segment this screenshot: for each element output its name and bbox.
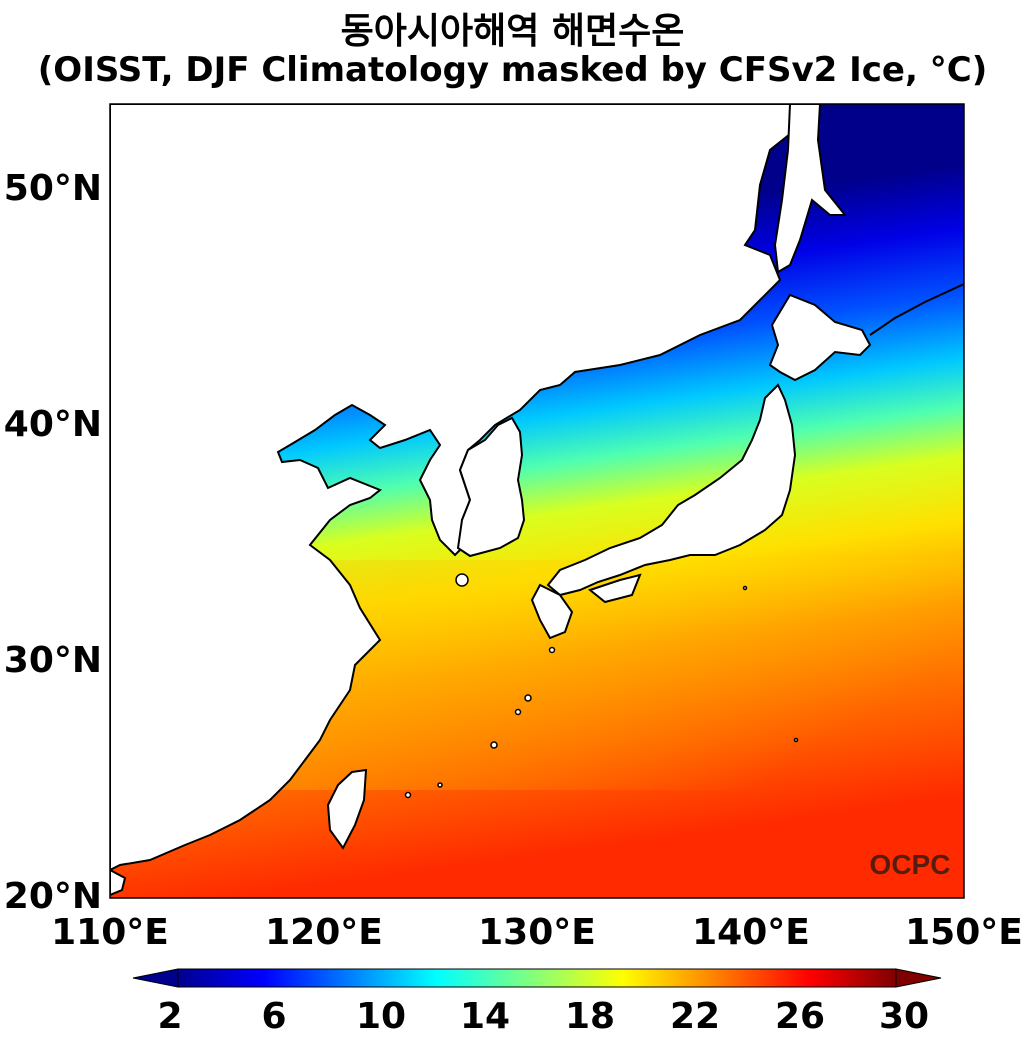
shikoku — [587, 573, 642, 604]
map-title: 동아시아해역 해면수온 — [340, 11, 685, 52]
y-tick-label: 40°N — [3, 404, 102, 445]
x-tick-label: 140°E — [692, 912, 810, 953]
hokkaido — [768, 293, 872, 382]
colorbar — [132, 968, 942, 988]
colorbar-tick-label: 26 — [774, 996, 826, 1037]
map-frame — [109, 103, 965, 899]
kuril-islands — [869, 283, 964, 336]
colorbar-tick-label: 30 — [878, 996, 930, 1037]
colorbar-tick-label: 10 — [355, 996, 407, 1037]
colorbar-tick-label: 22 — [669, 996, 721, 1037]
x-tick-label: 150°E — [905, 912, 1023, 953]
sakhalin — [773, 104, 848, 274]
y-tick-label: 20°N — [3, 876, 102, 917]
colorbar-tick-label: 14 — [459, 996, 511, 1037]
taiwan — [326, 768, 368, 850]
map-subtitle: (OISST, DJF Climatology masked by CFSv2 … — [37, 50, 988, 90]
colorbar-tick-label: 2 — [157, 996, 183, 1037]
colorbar-min-extend — [132, 968, 179, 988]
south-china-coast — [110, 868, 127, 897]
x-tick-label: 120°E — [265, 912, 383, 953]
kyushu — [530, 583, 574, 640]
colorbar-tick-label: 6 — [261, 996, 287, 1037]
ocpc-watermark: OCPC — [870, 849, 951, 880]
asia-mainland — [110, 104, 797, 872]
x-tick-label: 110°E — [51, 912, 169, 953]
ryukyu-islands — [404, 573, 799, 799]
x-tick-label: 130°E — [478, 912, 596, 953]
y-tick-label: 30°N — [3, 640, 102, 681]
honshu — [546, 383, 797, 597]
colorbar-tick-label: 18 — [564, 996, 616, 1037]
y-tick-label: 50°N — [3, 168, 102, 209]
korean-peninsula — [456, 416, 526, 558]
colorbar-max-extend — [895, 968, 942, 988]
colorbar-body — [177, 968, 897, 988]
